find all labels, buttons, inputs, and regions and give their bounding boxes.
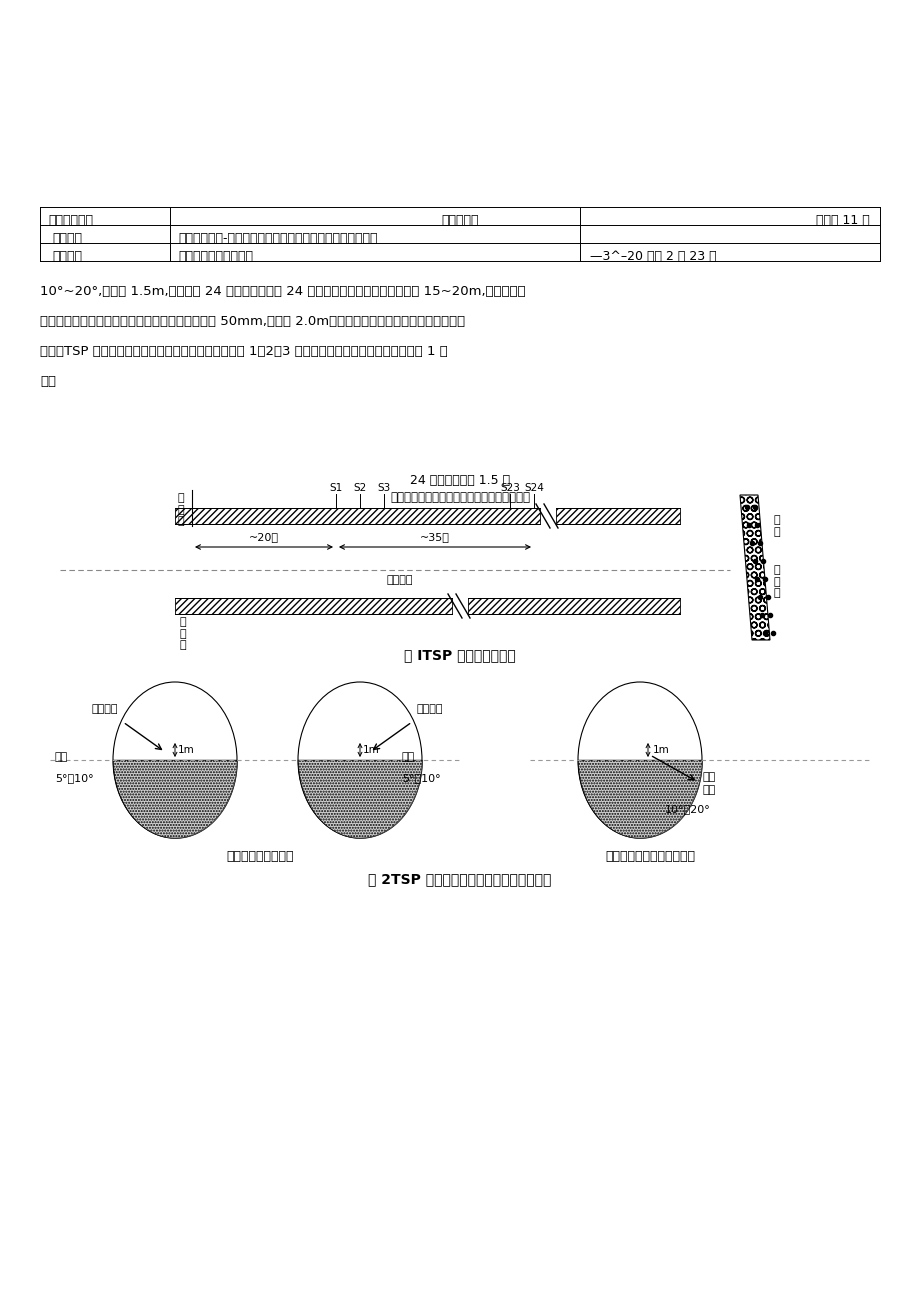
- Text: 1m: 1m: [652, 745, 669, 755]
- Text: 交底内容: 交底内容: [52, 232, 82, 245]
- Text: ~20米: ~20米: [249, 532, 278, 543]
- Text: 右边墙的位置布置一个地震波信息接收孔，孔径为 50mm,深度为 2.0m。激发孔与接收孔基本保持在同一个高: 右边墙的位置布置一个地震波信息接收孔，孔径为 50mm,深度为 2.0m。激发孔…: [40, 315, 465, 328]
- Text: 5°～10°: 5°～10°: [55, 773, 94, 783]
- Text: 图 ITSP 炮孔施做示意图: 图 ITSP 炮孔施做示意图: [403, 648, 516, 662]
- Text: S23: S23: [500, 483, 519, 493]
- Text: 上倾: 上倾: [55, 752, 68, 762]
- Text: S3: S3: [377, 483, 391, 493]
- Text: 1m: 1m: [177, 745, 195, 755]
- Text: （根据岩层界面总体走向确定在左侧或右侧）: （根据岩层界面总体走向确定在左侧或右侧）: [390, 490, 529, 503]
- Text: 1m: 1m: [363, 745, 380, 755]
- Text: 掌
子
面: 掌 子 面: [773, 565, 780, 598]
- Polygon shape: [739, 494, 769, 640]
- Text: 10°～20°: 10°～20°: [664, 804, 710, 814]
- Text: 接
收
器: 接 收 器: [180, 617, 187, 650]
- Text: 炮孔: 炮孔: [702, 771, 716, 782]
- Text: 下倾: 下倾: [702, 785, 716, 795]
- Text: 单位工程名称: 单位工程名称: [48, 213, 93, 226]
- Text: 接收器孔: 接收器孔: [91, 704, 118, 714]
- Text: 第页共 11 页: 第页共 11 页: [815, 213, 869, 226]
- Text: 横断面（炮孔，在左侧或右: 横断面（炮孔，在左侧或右: [605, 850, 694, 863]
- Text: 上倾: 上倾: [402, 752, 414, 762]
- Text: S2: S2: [353, 483, 367, 493]
- Text: （桂花园隧道-超前地质预报（进口正洞及平导）技术交底）: （桂花园隧道-超前地质预报（进口正洞及平导）技术交底）: [177, 232, 377, 245]
- Text: 5°～10°: 5°～10°: [402, 773, 440, 783]
- Text: 隧道轴线: 隧道轴线: [386, 575, 413, 585]
- Text: 10°~20°,孔深为 1.5m,连续布置 24 个激发孔。在第 24 个激发孔朝着洞口的方向量测量 15~20m,分别在左、: 10°~20°,孔深为 1.5m,连续布置 24 个激发孔。在第 24 个激发孔…: [40, 285, 525, 298]
- Text: ~35米: ~35米: [420, 532, 449, 543]
- Text: 桂花园隧道: 桂花园隧道: [441, 213, 478, 226]
- Text: 接
收
器: 接 收 器: [177, 493, 184, 526]
- Text: 桂花园隧道进口施工队: 桂花园隧道进口施工队: [177, 250, 253, 263]
- Text: S1: S1: [329, 483, 342, 493]
- Text: 主送单位: 主送单位: [52, 250, 82, 263]
- Text: 横断面（接收器孔）: 横断面（接收器孔）: [226, 850, 293, 863]
- Text: —3^–20 送年 2 月 23 日: —3^–20 送年 2 月 23 日: [589, 250, 716, 263]
- Text: 图 2TSP 法接收器孔和炮孔断面布置示意图: 图 2TSP 法接收器孔和炮孔断面布置示意图: [368, 872, 551, 886]
- Text: 24 个炮孔，间距 1.5 米: 24 个炮孔，间距 1.5 米: [410, 474, 509, 487]
- Text: 示。: 示。: [40, 375, 56, 388]
- Text: 岩
层: 岩 层: [773, 515, 780, 536]
- Text: 度上。TSP 法激发孔（炮孔）和接收孔布置示意图如图 1、2、3 所示；激发孔和接收孔布置参数如表 1 所: 度上。TSP 法激发孔（炮孔）和接收孔布置示意图如图 1、2、3 所示；激发孔和…: [40, 345, 448, 358]
- Text: 接收器孔: 接收器孔: [416, 704, 443, 714]
- Text: S24: S24: [524, 483, 543, 493]
